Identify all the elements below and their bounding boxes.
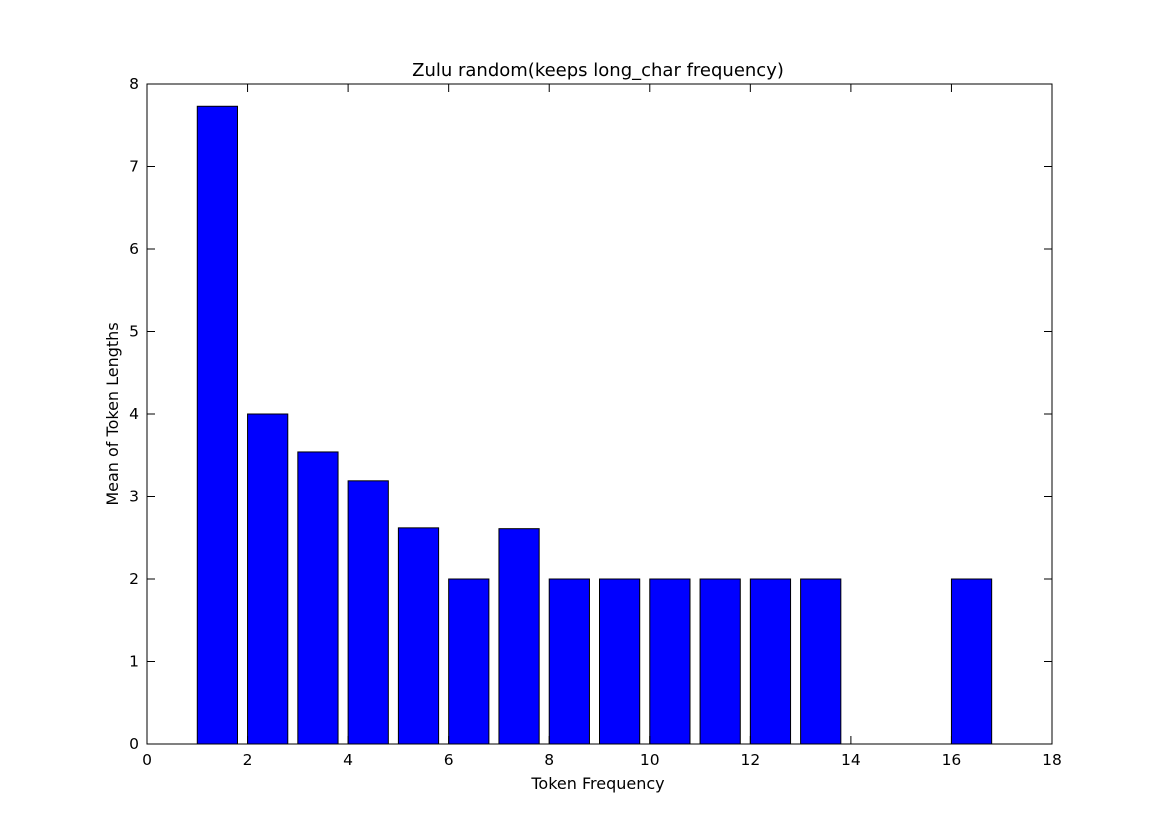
- y-tick-label-4: 4: [129, 405, 139, 423]
- x-tick-label-0: 0: [142, 751, 152, 769]
- x-tick-label-10: 10: [640, 751, 660, 769]
- bar-12: [749, 578, 792, 745]
- bar-1: [196, 105, 238, 745]
- x-tick-label-8: 8: [544, 751, 554, 769]
- bar-7: [498, 528, 540, 745]
- bar-6: [448, 578, 490, 745]
- x-tick-label-14: 14: [841, 751, 861, 769]
- bar-9: [599, 578, 641, 745]
- x-tick-label-2: 2: [243, 751, 253, 769]
- x-axis-label: Token Frequency: [530, 774, 664, 793]
- plot-frame: [146, 83, 1053, 745]
- x-tick-label-4: 4: [343, 751, 353, 769]
- y-tick-label-1: 1: [129, 653, 139, 671]
- y-tick-label-7: 7: [129, 158, 139, 176]
- bars-layer: [196, 105, 993, 745]
- y-tick-label-5: 5: [129, 323, 139, 341]
- y-axis-label: Mean of Token Lengths: [103, 322, 122, 505]
- y-tick-label-2: 2: [129, 570, 139, 588]
- bar-5: [397, 527, 440, 745]
- bar-16: [950, 578, 993, 745]
- bar-13: [800, 578, 842, 745]
- x-tick-label-16: 16: [942, 751, 962, 769]
- bar-3: [297, 451, 339, 745]
- y-tick-label-6: 6: [129, 240, 139, 258]
- bar-2: [247, 413, 289, 745]
- x-tick-label-18: 18: [1042, 751, 1062, 769]
- bar-8: [548, 578, 590, 745]
- y-tick-label-0: 0: [129, 735, 139, 753]
- y-tick-label-3: 3: [129, 488, 139, 506]
- bar-4: [347, 480, 389, 745]
- bar-11: [699, 578, 741, 745]
- x-tick-label-12: 12: [740, 751, 760, 769]
- y-tick-label-8: 8: [129, 75, 139, 93]
- x-tick-label-6: 6: [444, 751, 454, 769]
- chart-title: Zulu random(keeps long_char frequency): [412, 60, 784, 81]
- bar-10: [649, 578, 691, 745]
